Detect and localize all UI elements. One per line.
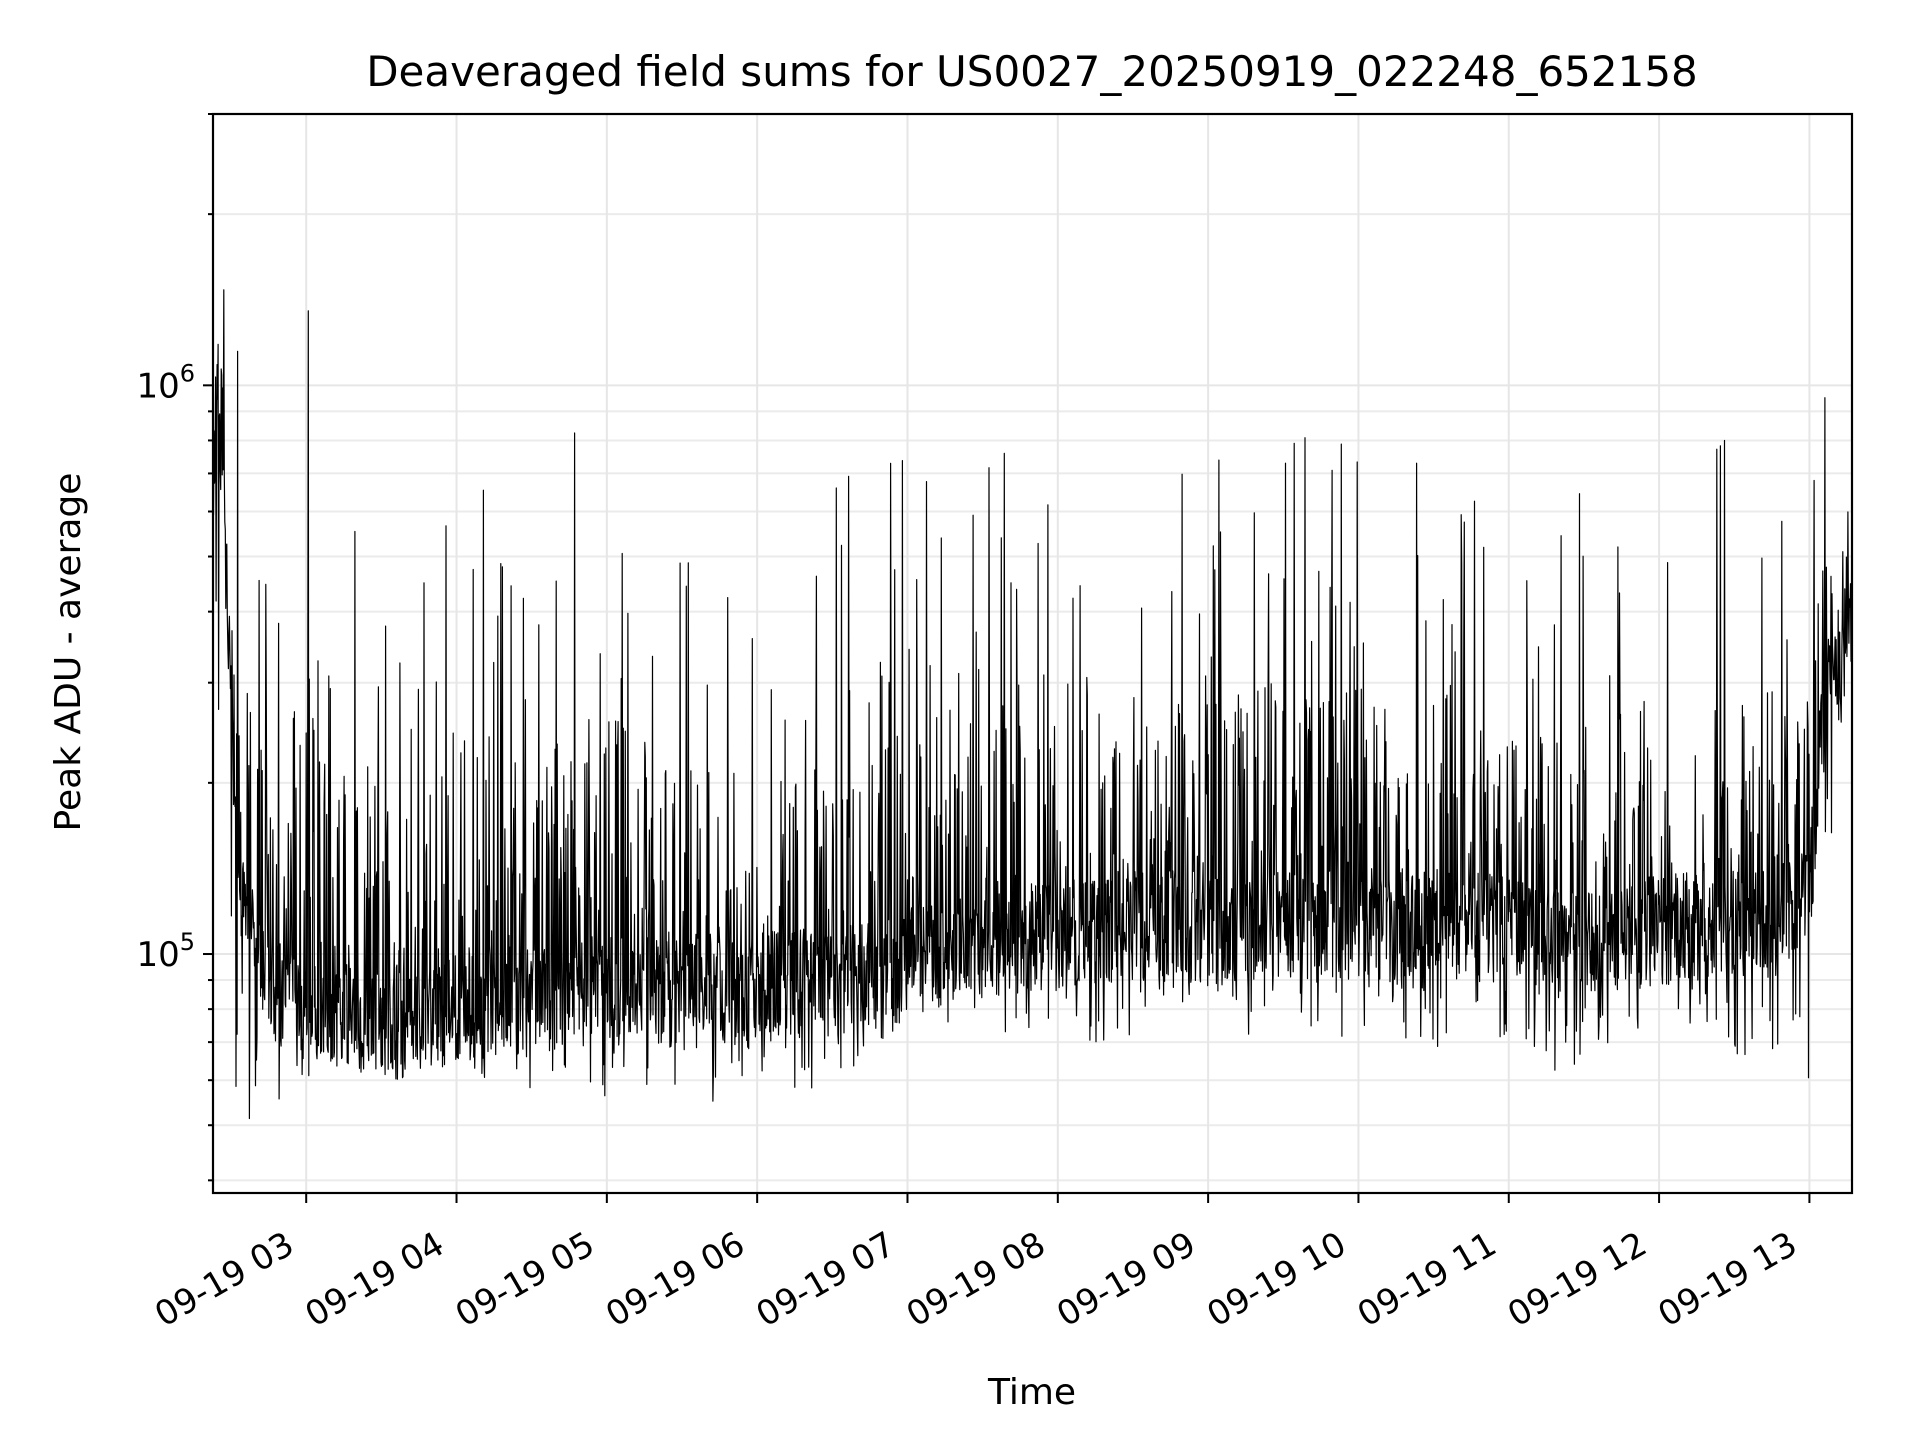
plot-frame <box>211 112 1854 1195</box>
y-tick-label: 105 <box>136 928 195 975</box>
x-tick-label: 09-19 09 <box>1050 1224 1202 1335</box>
x-tick-label: 09-19 06 <box>599 1224 751 1335</box>
x-tick-label: 09-19 12 <box>1501 1224 1653 1335</box>
chart-title: Deaveraged field sums for US0027_2025091… <box>366 47 1698 96</box>
y-tick-label: 106 <box>136 359 195 406</box>
x-tick-label: 09-19 11 <box>1351 1224 1503 1335</box>
x-tick-label: 09-19 07 <box>750 1224 902 1335</box>
series-group <box>212 289 1853 1120</box>
y-axis-label: Peak ADU - average <box>48 473 89 832</box>
x-tick-label: 09-19 08 <box>900 1224 1052 1335</box>
y-axis: 105 106 <box>136 113 213 1182</box>
x-tick-label: 09-19 03 <box>148 1224 300 1335</box>
series-line <box>212 289 1853 1120</box>
x-tick-label: 09-19 10 <box>1201 1224 1353 1335</box>
x-axis-label: Time <box>987 1372 1076 1413</box>
x-tick-label: 09-19 13 <box>1652 1224 1804 1335</box>
x-tick-label: 09-19 04 <box>299 1224 451 1335</box>
x-tick-label: 09-19 05 <box>449 1224 601 1335</box>
